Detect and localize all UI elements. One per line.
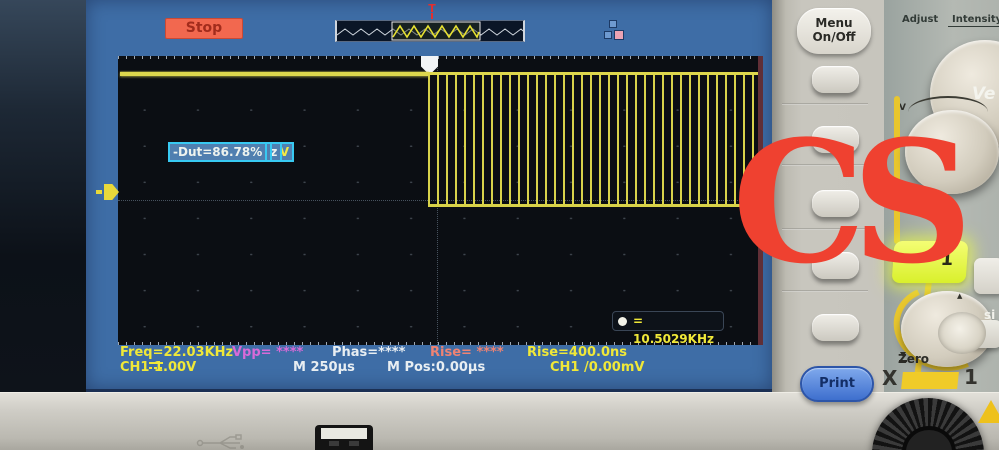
vertical-scale-knob-hub: [938, 312, 986, 354]
x-input-label: X: [882, 366, 898, 390]
bnc-center: [902, 426, 956, 450]
channel1-level-tick: [96, 190, 102, 194]
arc-v-label: V: [899, 103, 906, 113]
status-phase: Phas=****: [332, 345, 406, 360]
frequency-counter-value: = 10.5029KHz: [633, 314, 714, 346]
graticule-ticks-bottom: [118, 342, 758, 345]
status-timebase: M 250μs: [293, 360, 355, 375]
run-state-indicator: Stop: [165, 18, 243, 39]
panel-groove: [782, 103, 868, 105]
print-button[interactable]: Print: [800, 366, 874, 402]
ch1-yellow-strip: [901, 372, 959, 389]
bnc-channel-label: 1: [964, 365, 978, 389]
channel1-marker-icon: [104, 184, 119, 200]
status-rise: Rise=400.0ns: [527, 345, 628, 360]
status-freq: Freq=22.03KHz: [120, 345, 234, 360]
frequency-counter-badge: = 10.5029KHz: [612, 311, 724, 346]
status-horizontal-position: M Pos:0.00μs: [387, 360, 486, 375]
usb-engraving-icon: [196, 434, 244, 449]
softkey-f5-button[interactable]: [812, 314, 859, 341]
pointer-triangle-icon: ▲: [957, 292, 963, 300]
ground-zero-icon: [898, 352, 908, 362]
usb-port[interactable]: [315, 425, 373, 450]
softkey-f2-button[interactable]: [812, 126, 859, 153]
vertical-position-knob[interactable]: [905, 110, 999, 194]
softkey-f4-button[interactable]: [812, 252, 859, 279]
measure-cell: -Dut=86.78%: [168, 142, 268, 162]
status-trigger-level: CH1 /0.00mV: [550, 360, 645, 375]
ch1-trace-burst-segment: [428, 72, 758, 207]
position-label-partial: si: [984, 308, 996, 322]
trigger-position-icon: [421, 56, 438, 75]
usb-port-tongue: [321, 428, 367, 439]
softkey-f1-button[interactable]: [812, 66, 859, 93]
photo-dark-edge: [0, 0, 86, 394]
softkey-f3-button[interactable]: [812, 190, 859, 217]
cs-watermark: CS: [732, 103, 973, 301]
panel-groove: [782, 164, 868, 166]
rotation-arc-icon: [908, 96, 988, 112]
status-ch1-scale: CH1 1.00V: [120, 360, 197, 375]
ch1-color-path: [894, 96, 900, 244]
menu-onoff-button[interactable]: Menu On/Off: [797, 8, 871, 54]
probe-circle-icon: [618, 317, 627, 326]
status-rise-ch2: Rise= ****: [430, 345, 504, 360]
ch1-trace-high-segment: [120, 72, 429, 76]
preview-waveform-icon: [337, 21, 523, 41]
zero-label: Zero: [898, 352, 930, 366]
side-button-upper[interactable]: [974, 258, 999, 294]
dc-coupling-icon: [149, 361, 164, 371]
graticule-ticks-top: [118, 56, 758, 59]
screen-right-edge-shade: [758, 56, 763, 345]
acquisition-preview-bar: [335, 20, 525, 42]
lan-status-icon: [604, 20, 626, 42]
panel-groove: [782, 228, 868, 230]
status-vpp: Vpp= ****: [232, 345, 304, 360]
panel-groove: [782, 290, 868, 292]
graticule-area: [118, 56, 758, 345]
lcd-screen: Stop T CH1 Vpp=3.60V: [86, 0, 772, 394]
vertical-section-label: Ve: [972, 84, 996, 104]
trigger-time-marker: T: [422, 2, 442, 19]
